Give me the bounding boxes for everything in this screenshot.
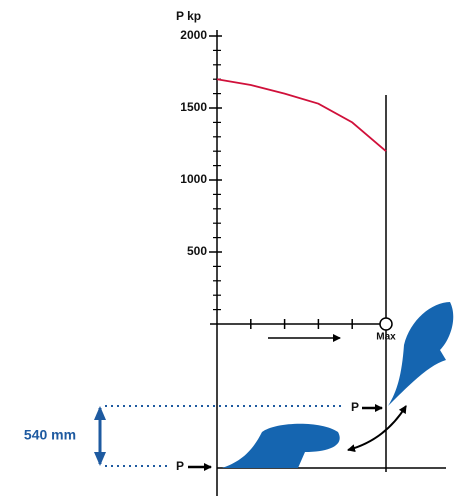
y-tick-label: 500 <box>187 244 207 258</box>
y-tick-label: 1500 <box>180 100 207 114</box>
y-axis-label: P kp <box>176 9 201 23</box>
max-marker <box>379 317 393 331</box>
y-tick-label: 2000 <box>180 28 207 42</box>
y-tick-label: 1000 <box>180 172 207 186</box>
force-label: P <box>176 459 184 473</box>
max-label: Max <box>376 332 396 343</box>
rotation-arrow <box>347 405 407 453</box>
dimension-label: 540 mm <box>24 427 76 443</box>
force-label: P <box>351 400 359 414</box>
blade-lower <box>222 423 340 468</box>
data-line <box>216 78 387 152</box>
blade-upper <box>388 302 454 406</box>
